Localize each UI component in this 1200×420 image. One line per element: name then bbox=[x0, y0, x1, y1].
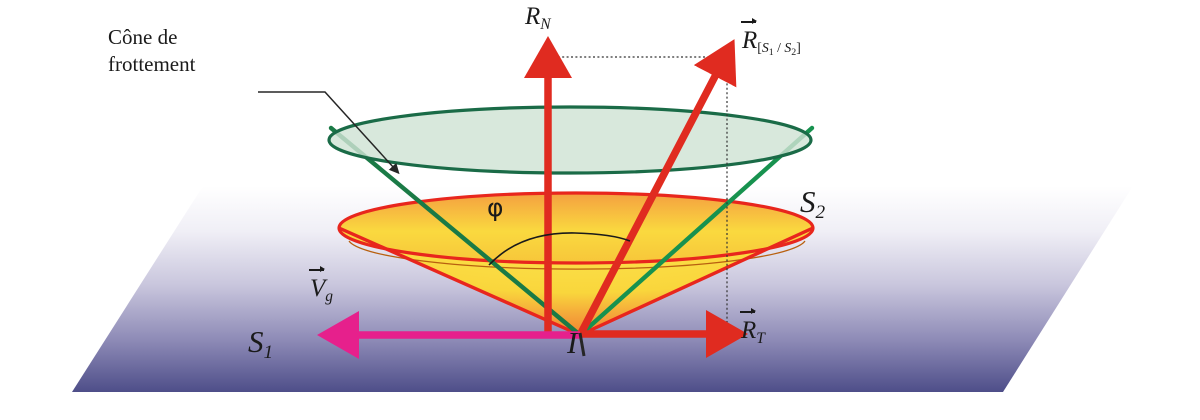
reaction-cone-right-edge bbox=[579, 226, 814, 337]
friction-cone-generators bbox=[328, 125, 815, 338]
caption-cone-de-frottement: Cône de frottement bbox=[108, 24, 195, 78]
reaction-cone bbox=[337, 191, 815, 337]
label-total-reaction-symbol: R bbox=[742, 27, 758, 54]
label-contact-point: I bbox=[567, 325, 578, 360]
label-sliding-velocity: Vg bbox=[309, 266, 334, 305]
contact-point-tick bbox=[578, 332, 586, 357]
label-solid-2-symbol: S bbox=[800, 184, 816, 219]
resultant-reaction-vector bbox=[576, 39, 737, 337]
label-total-reaction: R[S1 / S2] bbox=[741, 18, 801, 58]
label-tangential-reaction-symbol: R bbox=[741, 317, 757, 344]
label-tangential-reaction: RT bbox=[740, 308, 765, 347]
reaction-cone-inner-arc bbox=[348, 240, 806, 270]
label-solid-1: S1 bbox=[248, 326, 273, 362]
caption-line-1: Cône de bbox=[108, 25, 178, 49]
label-total-reaction-subscript: [S1 / S2] bbox=[757, 39, 801, 58]
label-solid-2: S2 bbox=[800, 186, 825, 222]
caption-leader-line bbox=[258, 91, 400, 175]
label-solid-1-subscript: 1 bbox=[263, 342, 274, 364]
friction-angle-arc bbox=[488, 232, 631, 266]
reaction-cone-left-edge bbox=[338, 226, 581, 337]
caption-line-2: frottement bbox=[108, 51, 196, 76]
force-vectors bbox=[317, 36, 748, 360]
label-normal-reaction-subscript: N bbox=[540, 15, 551, 33]
label-solid-1-symbol: S bbox=[248, 324, 264, 359]
construction-lines bbox=[549, 56, 728, 330]
friction-cone-top-disc bbox=[327, 105, 813, 175]
label-friction-angle: φ bbox=[487, 193, 504, 222]
label-solid-2-subscript: 2 bbox=[815, 202, 826, 224]
label-tangential-reaction-subscript: T bbox=[756, 329, 765, 347]
friction-cone bbox=[327, 105, 813, 175]
label-normal-reaction-symbol: R bbox=[525, 3, 541, 30]
label-normal-reaction: RN bbox=[525, 0, 551, 33]
label-sliding-velocity-symbol: V bbox=[310, 275, 326, 302]
label-sliding-velocity-subscript: g bbox=[325, 287, 334, 305]
